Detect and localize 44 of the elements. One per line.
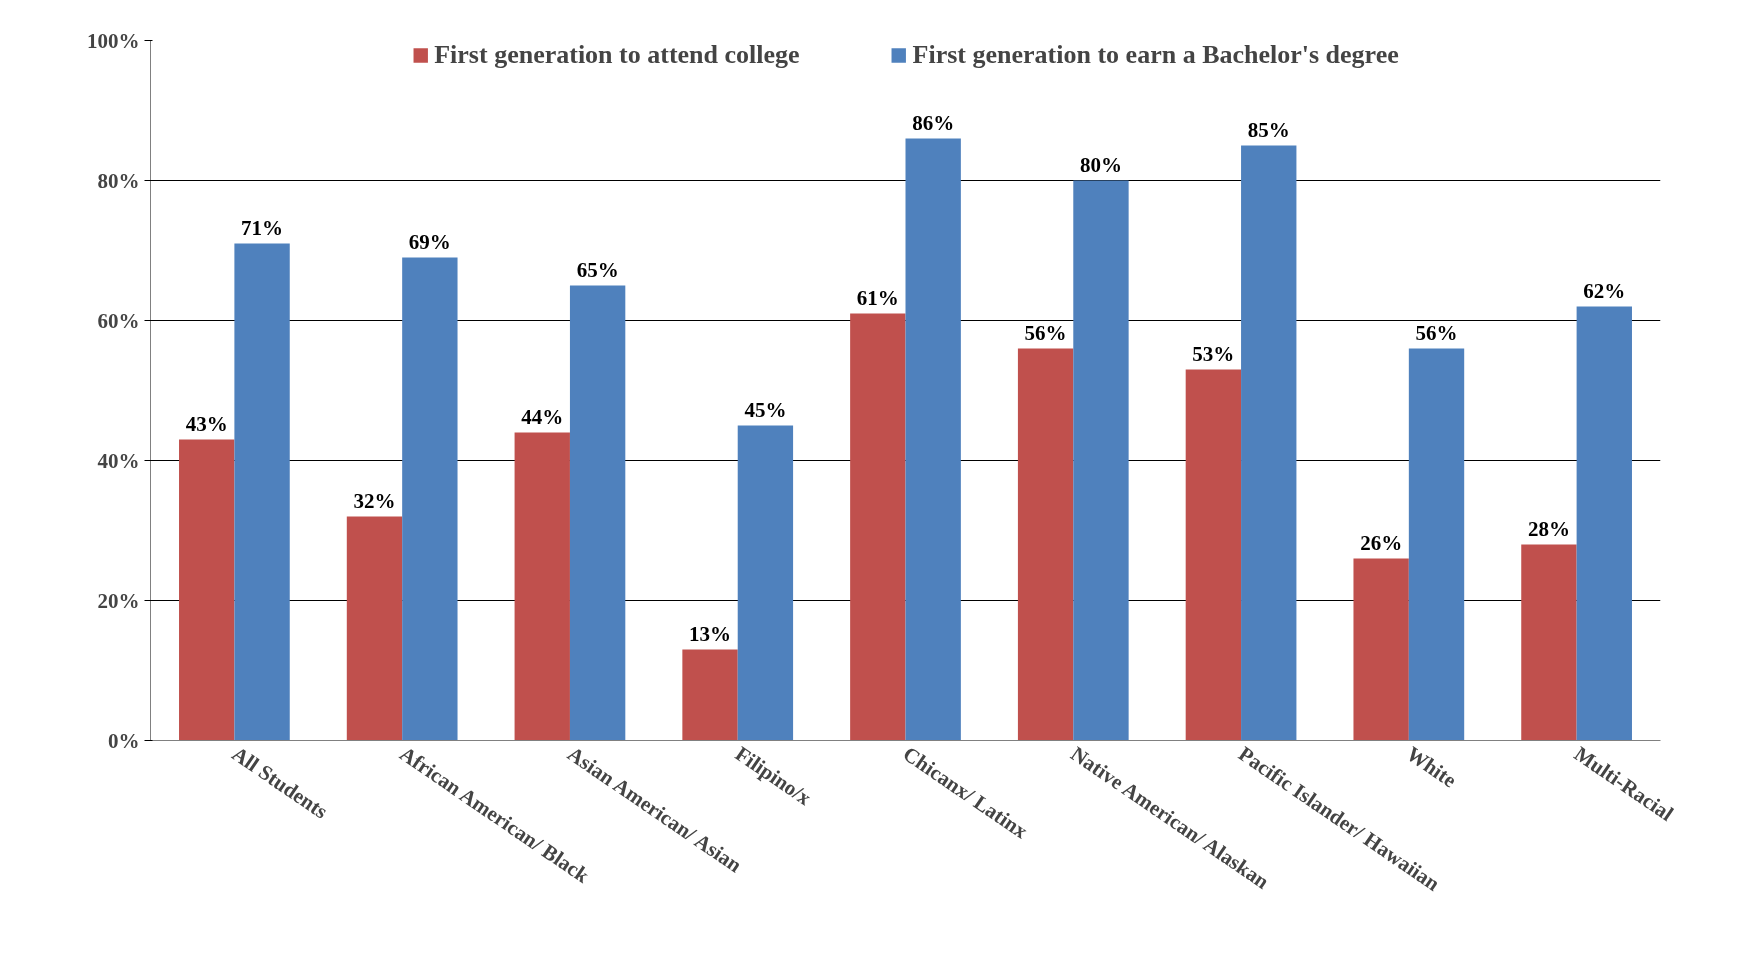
bar [1408,348,1465,741]
bar [514,432,570,741]
y-tick-label: 100% [87,28,140,53]
data-label: 44% [521,404,564,429]
bar [346,516,403,741]
y-tick-label: 0% [108,728,140,753]
bar [1073,180,1129,741]
data-label: 85% [1247,117,1290,142]
bar [850,313,906,741]
legend-label: First generation to earn a Bachelor's degree [912,40,1399,70]
data-label: 80% [1079,152,1122,177]
y-tick-label: 60% [97,308,140,333]
bar [1241,145,1297,741]
data-label: 43% [185,411,228,436]
y-tick-label: 80% [97,168,140,193]
data-label: 26% [1360,530,1403,555]
data-label: 56% [1415,320,1458,345]
data-label: 53% [1192,341,1235,366]
bar [179,439,235,741]
data-label: 69% [408,229,451,254]
y-tick-label: 20% [97,588,140,613]
data-label: 13% [689,621,732,646]
y-tick-label: 40% [97,448,140,473]
data-label: 45% [744,397,787,422]
bar [1185,369,1242,741]
bar [569,285,626,741]
bar [402,257,458,741]
data-label: 62% [1583,278,1626,303]
bar [737,425,794,741]
data-label: 32% [353,488,396,513]
data-label: 56% [1024,320,1067,345]
bar [234,243,290,741]
data-label: 86% [912,110,955,135]
bar [682,649,738,741]
data-label: 65% [576,257,619,282]
legend-label: First generation to attend college [434,40,800,70]
bar [905,138,961,741]
data-label: 61% [856,285,899,310]
data-label: 71% [241,215,284,240]
data-label: 28% [1527,516,1570,541]
bar [1521,544,1577,741]
bar [1353,558,1409,741]
bar [1576,306,1632,741]
bar [1017,348,1074,741]
